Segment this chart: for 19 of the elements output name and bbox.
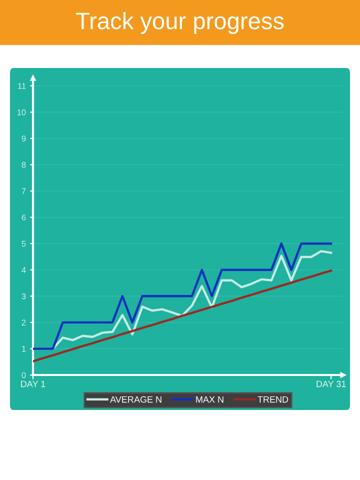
y-tick-label: 5 (22, 240, 26, 247)
y-tick-label: 3 (22, 293, 26, 300)
y-tick-label: 8 (22, 162, 26, 168)
legend-label: AVERAGE N (110, 396, 162, 403)
x-tick-label: DAY 31 (316, 380, 346, 388)
y-tick-label: 7 (22, 188, 26, 194)
y-tick-label: 4 (22, 267, 26, 273)
y-tick-label: 1 (22, 346, 26, 352)
chart-title: Track your progress (76, 12, 284, 34)
legend-label: TREND (258, 396, 288, 403)
legend-label: MAX N (196, 396, 224, 403)
y-tick-label: 9 (22, 136, 26, 142)
y-tick-label: 10 (17, 109, 26, 116)
y-tick-label: 11 (18, 83, 26, 89)
y-tick-label: 2 (22, 320, 26, 326)
y-tick-label: 6 (22, 214, 26, 220)
y-tick-label: 0 (22, 372, 26, 378)
x-tick-label: DAY 1 (21, 380, 46, 388)
line-series (33, 270, 332, 362)
